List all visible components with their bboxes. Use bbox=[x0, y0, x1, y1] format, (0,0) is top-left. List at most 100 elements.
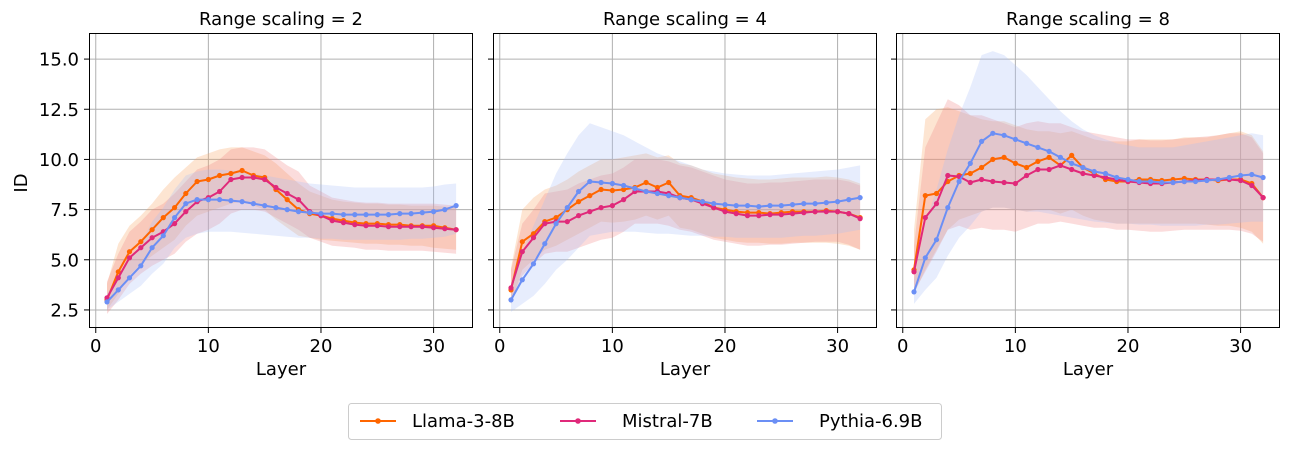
point-llama-3-8b-1-11 bbox=[217, 172, 223, 179]
point-pythia-6-9b-2-20 bbox=[722, 202, 728, 208]
point-mistral-7b-2-26 bbox=[789, 211, 796, 217]
point-pythia-6-9b-2-12 bbox=[632, 185, 638, 192]
axes-frame-1 bbox=[89, 33, 473, 328]
point-pythia-6-9b-3-17 bbox=[1091, 168, 1097, 175]
point-llama-3-8b-3-10 bbox=[1012, 160, 1019, 166]
y-tick-label-5: 15.0 bbox=[39, 50, 79, 71]
chart-panels: 0 10 20 30 2.5 5.0 7.5 10.0 12.5 15.0 Layer Range s… bbox=[39, 9, 1280, 380]
point-llama-3-8b-3-8 bbox=[990, 156, 996, 162]
point-pythia-6-9b-2-4 bbox=[542, 241, 548, 247]
point-llama-3-8b-1-17 bbox=[284, 197, 290, 203]
y-tick-label-3: 10.0 bbox=[39, 150, 79, 171]
point-mistral-7b-2-3 bbox=[530, 235, 537, 241]
x-tick-label-2-0: 0 bbox=[494, 336, 505, 357]
point-pythia-6-9b-1-4 bbox=[138, 263, 144, 269]
point-pythia-6-9b-1-32 bbox=[453, 203, 459, 209]
point-pythia-6-9b-3-15 bbox=[1069, 160, 1075, 166]
y-tick-label-2: 7.5 bbox=[50, 200, 79, 221]
point-pythia-6-9b-3-27 bbox=[1204, 177, 1210, 184]
point-pythia-6-9b-2-15 bbox=[666, 193, 672, 199]
point-mistral-7b-2-1 bbox=[508, 285, 514, 291]
point-pythia-6-9b-3-28 bbox=[1215, 176, 1221, 183]
legend-label-mistral: Mistral-7B bbox=[622, 411, 713, 432]
point-pythia-6-9b-2-7 bbox=[576, 188, 582, 195]
point-llama-3-8b-1-8 bbox=[183, 190, 189, 197]
point-mistral-7b-2-19 bbox=[711, 205, 717, 211]
point-pythia-6-9b-3-19 bbox=[1114, 174, 1120, 181]
point-pythia-6-9b-2-5 bbox=[553, 221, 559, 227]
point-pythia-6-9b-2-30 bbox=[835, 199, 841, 205]
x-tick-label-1-0: 0 bbox=[90, 336, 101, 357]
point-pythia-6-9b-3-14 bbox=[1057, 154, 1063, 160]
point-pythia-6-9b-2-28 bbox=[812, 201, 818, 207]
axes-frame-2 bbox=[493, 33, 877, 328]
point-llama-3-8b-3-6 bbox=[967, 170, 973, 177]
point-llama-3-8b-3-11 bbox=[1024, 164, 1030, 171]
point-pythia-6-9b-1-16 bbox=[273, 205, 279, 211]
panel-title-3: Range scaling = 8 bbox=[1006, 9, 1170, 30]
legend-label-llama: Llama-3-8B bbox=[412, 411, 515, 432]
point-mistral-7b-1-12 bbox=[228, 176, 234, 183]
point-llama-3-8b-3-9 bbox=[1001, 154, 1007, 160]
point-llama-3-8b-2-8 bbox=[587, 193, 593, 199]
point-pythia-6-9b-3-26 bbox=[1192, 178, 1199, 185]
point-mistral-7b-2-24 bbox=[767, 212, 773, 218]
point-mistral-7b-3-1 bbox=[911, 269, 917, 275]
x-tick-label-2-1: 10 bbox=[601, 336, 624, 357]
point-pythia-6-9b-2-22 bbox=[744, 203, 751, 209]
point-pythia-6-9b-1-8 bbox=[183, 201, 189, 207]
point-mistral-7b-1-28 bbox=[408, 224, 414, 230]
x-tick-label-2-2: 20 bbox=[714, 336, 737, 357]
point-mistral-7b-2-27 bbox=[801, 210, 807, 216]
point-llama-3-8b-3-15 bbox=[1069, 152, 1075, 158]
point-pythia-6-9b-3-8 bbox=[990, 130, 996, 136]
band-llama-3-8b-3 bbox=[914, 107, 1264, 294]
point-pythia-6-9b-3-3 bbox=[933, 237, 940, 243]
point-pythia-6-9b-2-2 bbox=[519, 277, 525, 283]
point-mistral-7b-1-29 bbox=[419, 224, 425, 230]
point-mistral-7b-2-23 bbox=[756, 213, 762, 219]
legend-item-pythia: Pythia-6.9B bbox=[757, 411, 922, 432]
point-pythia-6-9b-3-13 bbox=[1046, 148, 1052, 154]
point-mistral-7b-3-11 bbox=[1024, 172, 1030, 179]
point-pythia-6-9b-1-25 bbox=[374, 212, 380, 218]
point-pythia-6-9b-1-10 bbox=[205, 197, 211, 203]
point-pythia-6-9b-2-23 bbox=[756, 204, 762, 210]
panel-title-2: Range scaling = 4 bbox=[603, 9, 767, 30]
point-pythia-6-9b-2-6 bbox=[564, 205, 570, 211]
y-axis-label: ID bbox=[11, 173, 32, 192]
point-pythia-6-9b-3-4 bbox=[945, 205, 951, 211]
point-mistral-7b-1-23 bbox=[352, 222, 358, 228]
point-llama-3-8b-2-5 bbox=[553, 215, 559, 221]
point-mistral-7b-1-24 bbox=[363, 223, 369, 229]
point-pythia-6-9b-1-12 bbox=[228, 198, 234, 204]
band-pythia-6-9b-3 bbox=[914, 51, 1264, 304]
point-pythia-6-9b-2-26 bbox=[789, 202, 796, 208]
legend-marker-pythia bbox=[772, 418, 778, 424]
point-mistral-7b-3-30 bbox=[1238, 177, 1244, 184]
point-pythia-6-9b-2-13 bbox=[643, 188, 649, 195]
point-pythia-6-9b-2-16 bbox=[677, 195, 683, 201]
point-pythia-6-9b-1-6 bbox=[160, 233, 166, 239]
point-pythia-6-9b-2-18 bbox=[699, 199, 706, 205]
point-pythia-6-9b-1-22 bbox=[340, 212, 347, 218]
point-llama-3-8b-2-2 bbox=[519, 239, 525, 245]
point-pythia-6-9b-1-11 bbox=[217, 197, 223, 203]
point-mistral-7b-3-18 bbox=[1102, 174, 1109, 181]
point-mistral-7b-3-3 bbox=[933, 201, 940, 207]
point-mistral-7b-2-30 bbox=[835, 209, 841, 215]
band-mistral-7b-3 bbox=[914, 99, 1264, 292]
point-mistral-7b-3-12 bbox=[1035, 166, 1041, 173]
point-pythia-6-9b-1-20 bbox=[318, 211, 324, 217]
point-pythia-6-9b-2-17 bbox=[688, 197, 694, 203]
point-mistral-7b-2-22 bbox=[744, 213, 751, 219]
point-pythia-6-9b-1-13 bbox=[239, 199, 245, 205]
point-llama-3-8b-3-2 bbox=[922, 193, 928, 199]
x-tick-label-3-3: 30 bbox=[1229, 336, 1252, 357]
point-pythia-6-9b-1-18 bbox=[295, 209, 302, 215]
point-pythia-6-9b-2-14 bbox=[654, 190, 661, 197]
point-pythia-6-9b-1-28 bbox=[408, 211, 414, 217]
point-mistral-7b-3-31 bbox=[1249, 182, 1255, 189]
point-mistral-7b-1-5 bbox=[149, 235, 155, 241]
point-pythia-6-9b-3-30 bbox=[1238, 172, 1244, 179]
